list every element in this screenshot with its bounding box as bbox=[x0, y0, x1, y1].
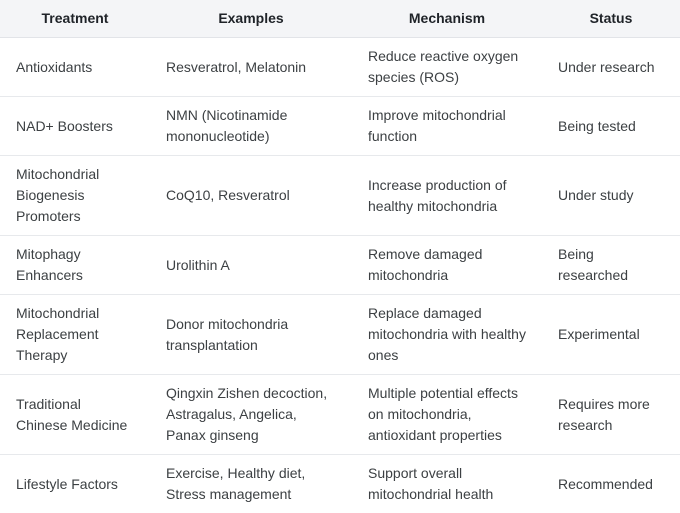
cell-examples: Urolithin A bbox=[150, 236, 352, 295]
column-header-status: Status bbox=[542, 0, 680, 38]
cell-status: Under research bbox=[542, 38, 680, 97]
cell-treatment: Mitophagy Enhancers bbox=[0, 236, 150, 295]
cell-status: Being researched bbox=[542, 236, 680, 295]
cell-examples: NMN (Nicotinamide mononucleotide) bbox=[150, 97, 352, 156]
cell-mechanism: Support overall mitochondrial health bbox=[352, 455, 542, 513]
cell-mechanism: Multiple potential effects on mitochondr… bbox=[352, 375, 542, 455]
cell-mechanism: Replace damaged mitochondria with health… bbox=[352, 295, 542, 375]
cell-status: Under study bbox=[542, 156, 680, 236]
column-header-mechanism: Mechanism bbox=[352, 0, 542, 38]
cell-treatment: Lifestyle Factors bbox=[0, 455, 150, 513]
table-header-row: Treatment Examples Mechanism Status bbox=[0, 0, 680, 38]
cell-treatment: Mitochondrial Biogenesis Promoters bbox=[0, 156, 150, 236]
cell-status: Being tested bbox=[542, 97, 680, 156]
cell-examples: Resveratrol, Melatonin bbox=[150, 38, 352, 97]
cell-status: Requires more research bbox=[542, 375, 680, 455]
cell-examples: Qingxin Zishen decoction, Astragalus, An… bbox=[150, 375, 352, 455]
cell-examples: Donor mitochondria transplantation bbox=[150, 295, 352, 375]
cell-examples: Exercise, Healthy diet, Stress managemen… bbox=[150, 455, 352, 513]
cell-treatment: Mitochondrial Replacement Therapy bbox=[0, 295, 150, 375]
column-header-treatment: Treatment bbox=[0, 0, 150, 38]
cell-mechanism: Remove damaged mitochondria bbox=[352, 236, 542, 295]
column-header-examples: Examples bbox=[150, 0, 352, 38]
cell-treatment: Antioxidants bbox=[0, 38, 150, 97]
cell-status: Experimental bbox=[542, 295, 680, 375]
cell-examples: CoQ10, Resveratrol bbox=[150, 156, 352, 236]
cell-mechanism: Increase production of healthy mitochond… bbox=[352, 156, 542, 236]
cell-treatment: Traditional Chinese Medicine bbox=[0, 375, 150, 455]
cell-treatment: NAD+ Boosters bbox=[0, 97, 150, 156]
cell-mechanism: Improve mitochondrial function bbox=[352, 97, 542, 156]
cell-mechanism: Reduce reactive oxygen species (ROS) bbox=[352, 38, 542, 97]
cell-status: Recommended bbox=[542, 455, 680, 513]
